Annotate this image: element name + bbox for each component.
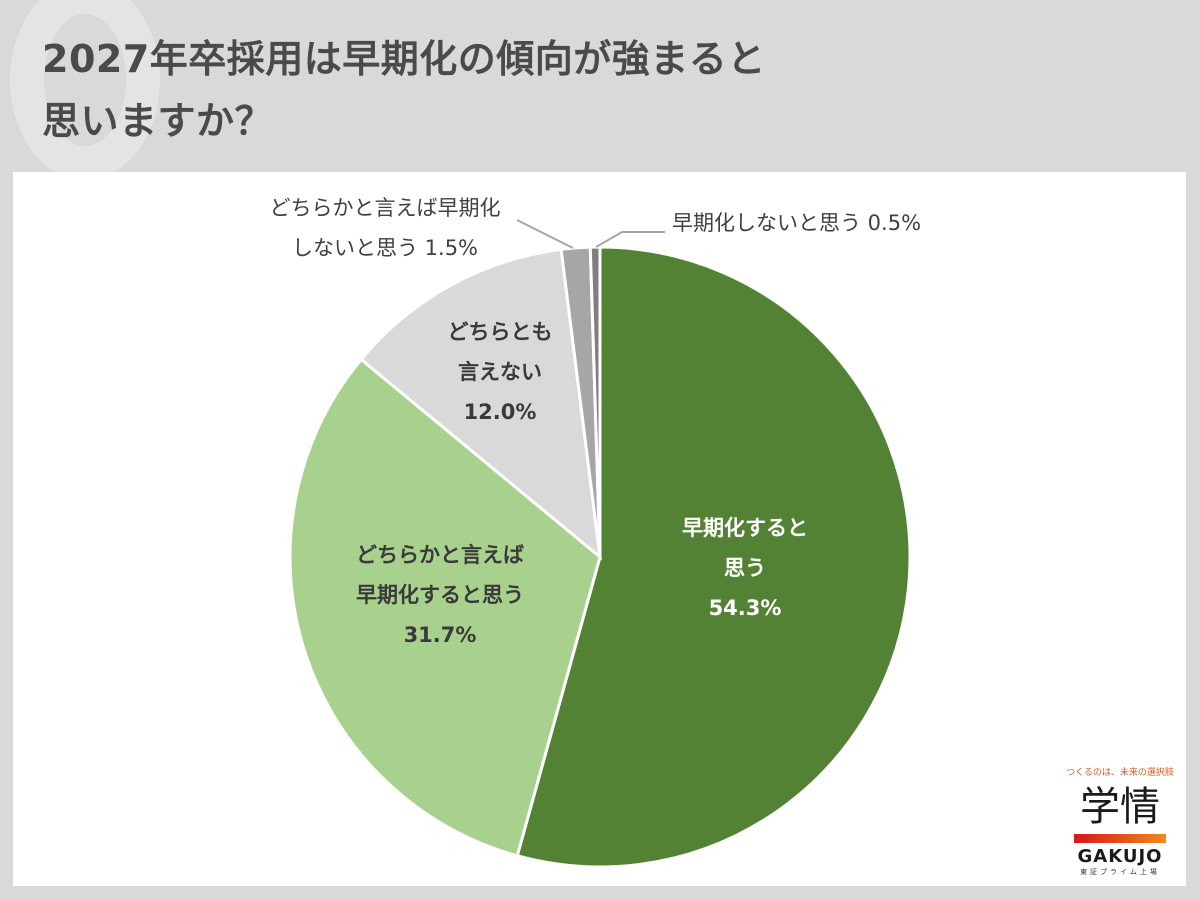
pie-slice-early bbox=[515, 245, 912, 869]
leader-line-s4 bbox=[595, 231, 665, 248]
pie-slice-not-early bbox=[588, 245, 602, 558]
slice-label-early: 早期化すると 思う 54.3% bbox=[682, 516, 808, 620]
slice-label-neither: どちらとも 言えない 12.0% bbox=[447, 320, 553, 424]
logo-bar bbox=[1074, 834, 1166, 843]
page-title: 2027年卒採用は早期化の傾向が強まると 思いますか？ bbox=[42, 37, 766, 143]
slice-label-somewhat-not-early: どちらかと言えば早期化 しないと思う 1.5% bbox=[269, 196, 501, 260]
slice-label-somewhat-early: どちらかと言えば 早期化すると思う 31.7% bbox=[356, 543, 524, 647]
pie-slice-somewhat-early bbox=[288, 357, 602, 858]
pie-slice-neither bbox=[359, 247, 602, 561]
leader-line-s3 bbox=[516, 219, 574, 249]
slice-label-not-early: 早期化しないと思う 0.5% bbox=[672, 211, 922, 235]
gakujo-logo: つくるのは、未来の選択肢 学情 GAKUJO 東証プライム上場 bbox=[1066, 768, 1174, 876]
